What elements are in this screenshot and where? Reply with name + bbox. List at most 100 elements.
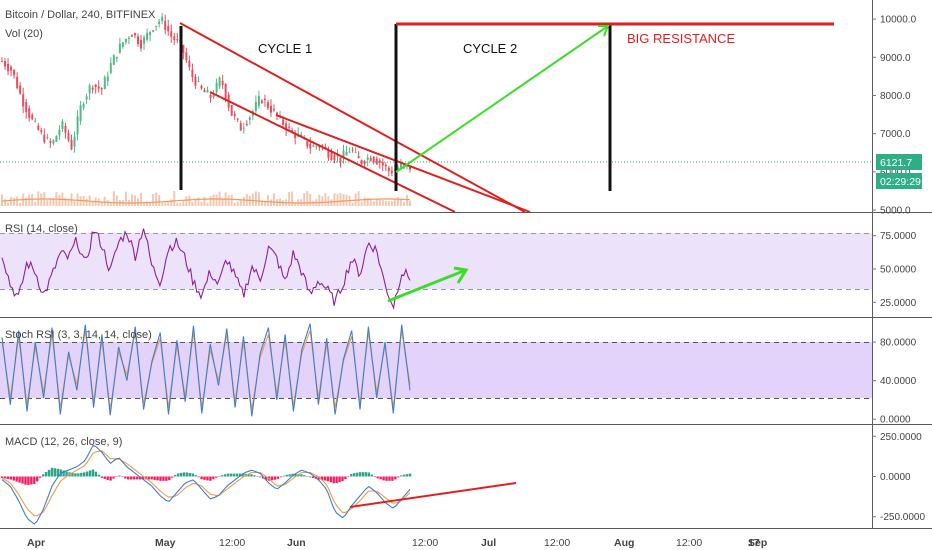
macd-hist-bar — [159, 476, 162, 481]
candle-body — [67, 132, 70, 141]
last-price-badge — [876, 154, 922, 170]
x-tick-label: Jun — [287, 537, 306, 549]
macd-hist-bar — [220, 475, 224, 477]
volume-bar — [260, 200, 263, 206]
candle-body — [176, 39, 179, 41]
y-axis[interactable]: 10000.0 9000.0 8000.0 7000.0 6000.0 5000.0 75.… — [872, 15, 925, 524]
candle-body — [384, 164, 387, 167]
candle-body — [236, 118, 239, 120]
x-tick-label: Sep — [748, 537, 767, 549]
macd-hist-bar — [256, 476, 259, 477]
macd-hist-bar — [341, 476, 344, 482]
macd-histogram — [0, 467, 412, 485]
resistance-label: BIG RESISTANCE — [627, 31, 735, 46]
candle-body — [10, 66, 13, 71]
volume-bar — [4, 199, 7, 206]
macd-hist-bar — [209, 476, 212, 481]
volume-bar — [393, 199, 396, 206]
channel-inner-line[interactable] — [275, 114, 531, 213]
price-projection-arrow[interactable] — [395, 25, 609, 173]
candle-body — [194, 76, 197, 86]
macd-hist-bar — [191, 473, 194, 477]
macd-hist-bar — [300, 474, 303, 477]
macd-hist-bar — [171, 476, 174, 478]
x-tick-label: 12:00 — [219, 537, 245, 549]
channel-upper-line[interactable] — [179, 22, 526, 213]
volume-bar — [112, 191, 115, 206]
macd-hist-bar — [320, 476, 324, 481]
candle-body — [16, 76, 19, 89]
macd-hist-bar — [276, 476, 280, 479]
candle-body — [133, 33, 136, 36]
macd-hist-bar — [80, 472, 83, 477]
x-tick-label: 12:00 — [676, 537, 702, 549]
indicator-bands — [0, 233, 872, 399]
volume-bar — [143, 201, 146, 206]
macd-hist-bar — [188, 472, 192, 477]
macd-hist-bar — [309, 476, 312, 478]
candle-body — [260, 100, 263, 103]
price-badges: 6121.7 02:29:29 — [876, 154, 922, 189]
candle-body — [19, 85, 22, 94]
candle-body — [372, 156, 375, 163]
candle-body — [155, 25, 158, 27]
macd-hist-bar — [0, 476, 4, 478]
candle-body — [103, 77, 106, 90]
candle-body — [357, 156, 360, 159]
macd-hist-bar — [194, 475, 197, 477]
macd-hist-bar — [226, 473, 230, 477]
macd-hist-bar — [173, 475, 177, 477]
rsi-projection-arrow[interactable] — [387, 268, 467, 303]
macd-hist-bar — [373, 476, 376, 477]
volume-bar — [254, 191, 257, 206]
macd-hist-bar — [94, 471, 98, 477]
macd-divergence-line[interactable] — [349, 482, 517, 508]
panel-separators — [0, 0, 932, 529]
macd-hist-bar — [350, 473, 353, 477]
channel-lower-line[interactable] — [209, 91, 456, 213]
macd-hist-bar — [379, 476, 382, 480]
candle-body — [185, 52, 188, 61]
macd-hist-bar — [168, 476, 171, 481]
macd-hist-bar — [361, 472, 365, 477]
x-tick-label: 12:00 — [544, 537, 570, 549]
candle-body — [396, 167, 399, 170]
volume-bar — [109, 202, 112, 206]
y-tick-label: 10000.0 — [880, 15, 917, 26]
volume-bar — [242, 196, 245, 206]
candle-body — [294, 132, 297, 138]
x-tick-label: May — [155, 537, 176, 549]
macd-hist-bar — [62, 470, 65, 477]
y-tick-label: -250.0000 — [880, 512, 925, 523]
volume-bar — [239, 199, 242, 206]
candle-body — [164, 20, 167, 30]
volume-bar — [182, 200, 185, 206]
countdown-text: 02:29:29 — [880, 176, 921, 188]
candle-body — [339, 157, 342, 162]
macd-hist-bar — [253, 475, 256, 477]
volume-bar — [324, 193, 327, 206]
macd-hist-bar — [106, 476, 109, 480]
volume-bar — [399, 198, 402, 206]
volume-bar — [378, 199, 381, 206]
candle-body — [342, 150, 345, 159]
candle-body — [221, 80, 224, 85]
macd-hist-bar — [223, 474, 227, 477]
chart-title: Bitcoin / Dollar, 240, BITFINEX — [5, 9, 156, 21]
candle-body — [140, 40, 143, 49]
candle-body — [127, 37, 130, 39]
macd-hist-bar — [238, 473, 241, 477]
candle-body — [263, 98, 266, 101]
candle-body — [100, 88, 103, 90]
macd-hist-bar — [397, 476, 400, 478]
macd-hist-bar — [85, 471, 89, 477]
stoch-rsi-label: Stoch RSI (3, 3, 14, 14, close) — [5, 329, 152, 341]
candle-body — [285, 123, 288, 131]
macd-hist-bar — [65, 471, 68, 477]
macd-hist-bar — [12, 476, 15, 481]
candle-body — [276, 112, 279, 116]
y-tick-label: 9000.0 — [880, 53, 911, 64]
candle-body — [321, 145, 324, 147]
